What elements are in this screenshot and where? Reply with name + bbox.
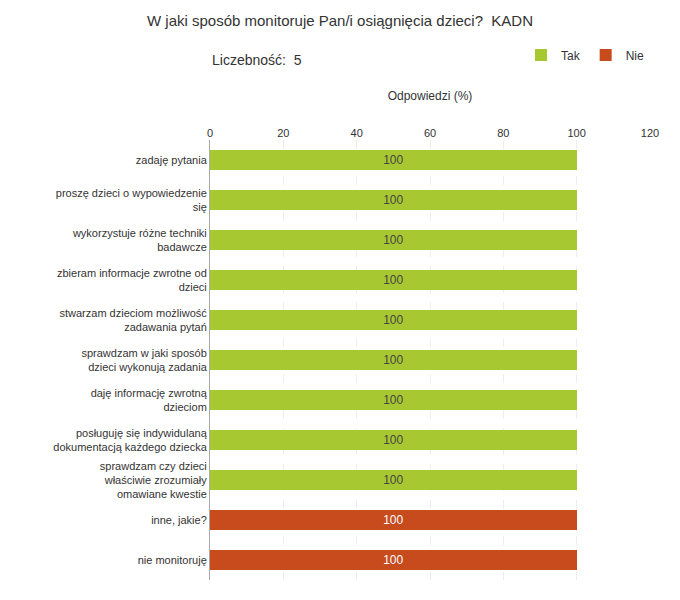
svg-text:inne, jakie?: inne, jakie? bbox=[151, 514, 207, 526]
svg-text:W jaki sposób monitoruje Pan/i: W jaki sposób monitoruje Pan/i osiągnięc… bbox=[147, 12, 533, 29]
svg-text:100: 100 bbox=[567, 127, 585, 139]
svg-text:100: 100 bbox=[383, 473, 403, 487]
svg-text:Liczebność: 5: Liczebność: 5 bbox=[212, 52, 302, 68]
svg-text:100: 100 bbox=[383, 153, 403, 167]
svg-text:Tak: Tak bbox=[561, 49, 581, 63]
svg-text:100: 100 bbox=[383, 393, 403, 407]
svg-text:stwarzam dzieciom możliwośćzad: stwarzam dzieciom możliwośćzadawania pyt… bbox=[59, 307, 207, 333]
svg-text:100: 100 bbox=[383, 193, 403, 207]
svg-text:40: 40 bbox=[351, 127, 363, 139]
svg-text:nie monitoruję: nie monitoruję bbox=[138, 554, 207, 566]
svg-text:100: 100 bbox=[383, 433, 403, 447]
svg-text:0: 0 bbox=[207, 127, 213, 139]
svg-text:sprawdzam w jaki sposóbdzieci: sprawdzam w jaki sposóbdzieci wykonują z… bbox=[81, 347, 207, 373]
svg-text:zadaję pytania: zadaję pytania bbox=[136, 154, 208, 166]
svg-text:100: 100 bbox=[383, 313, 403, 327]
svg-text:100: 100 bbox=[383, 273, 403, 287]
svg-text:Odpowiedzi (%): Odpowiedzi (%) bbox=[388, 89, 473, 103]
svg-text:100: 100 bbox=[383, 513, 403, 527]
svg-text:80: 80 bbox=[497, 127, 509, 139]
svg-text:Nie: Nie bbox=[626, 49, 644, 63]
svg-text:wykorzystuje różne technikibad: wykorzystuje różne technikibadawcze bbox=[72, 227, 207, 253]
svg-text:posługuję się indywidulanądoku: posługuję się indywidulanądokumentacją k… bbox=[53, 427, 207, 453]
svg-text:120: 120 bbox=[641, 127, 659, 139]
svg-text:sprawdzam czy dzieciwłaściwie: sprawdzam czy dzieciwłaściwie zrozumiały… bbox=[100, 460, 207, 501]
svg-text:zbieram informacje zwrotne odd: zbieram informacje zwrotne oddzieci bbox=[57, 267, 207, 293]
svg-text:100: 100 bbox=[383, 553, 403, 567]
svg-text:60: 60 bbox=[424, 127, 436, 139]
svg-text:proszę dzieci o wypowiedzenies: proszę dzieci o wypowiedzeniesię bbox=[56, 187, 207, 213]
svg-text:100: 100 bbox=[383, 353, 403, 367]
svg-text:100: 100 bbox=[383, 233, 403, 247]
svg-text:daję informację zwrotnądziecio: daję informację zwrotnądzieciom bbox=[91, 387, 208, 413]
svg-text:20: 20 bbox=[277, 127, 289, 139]
